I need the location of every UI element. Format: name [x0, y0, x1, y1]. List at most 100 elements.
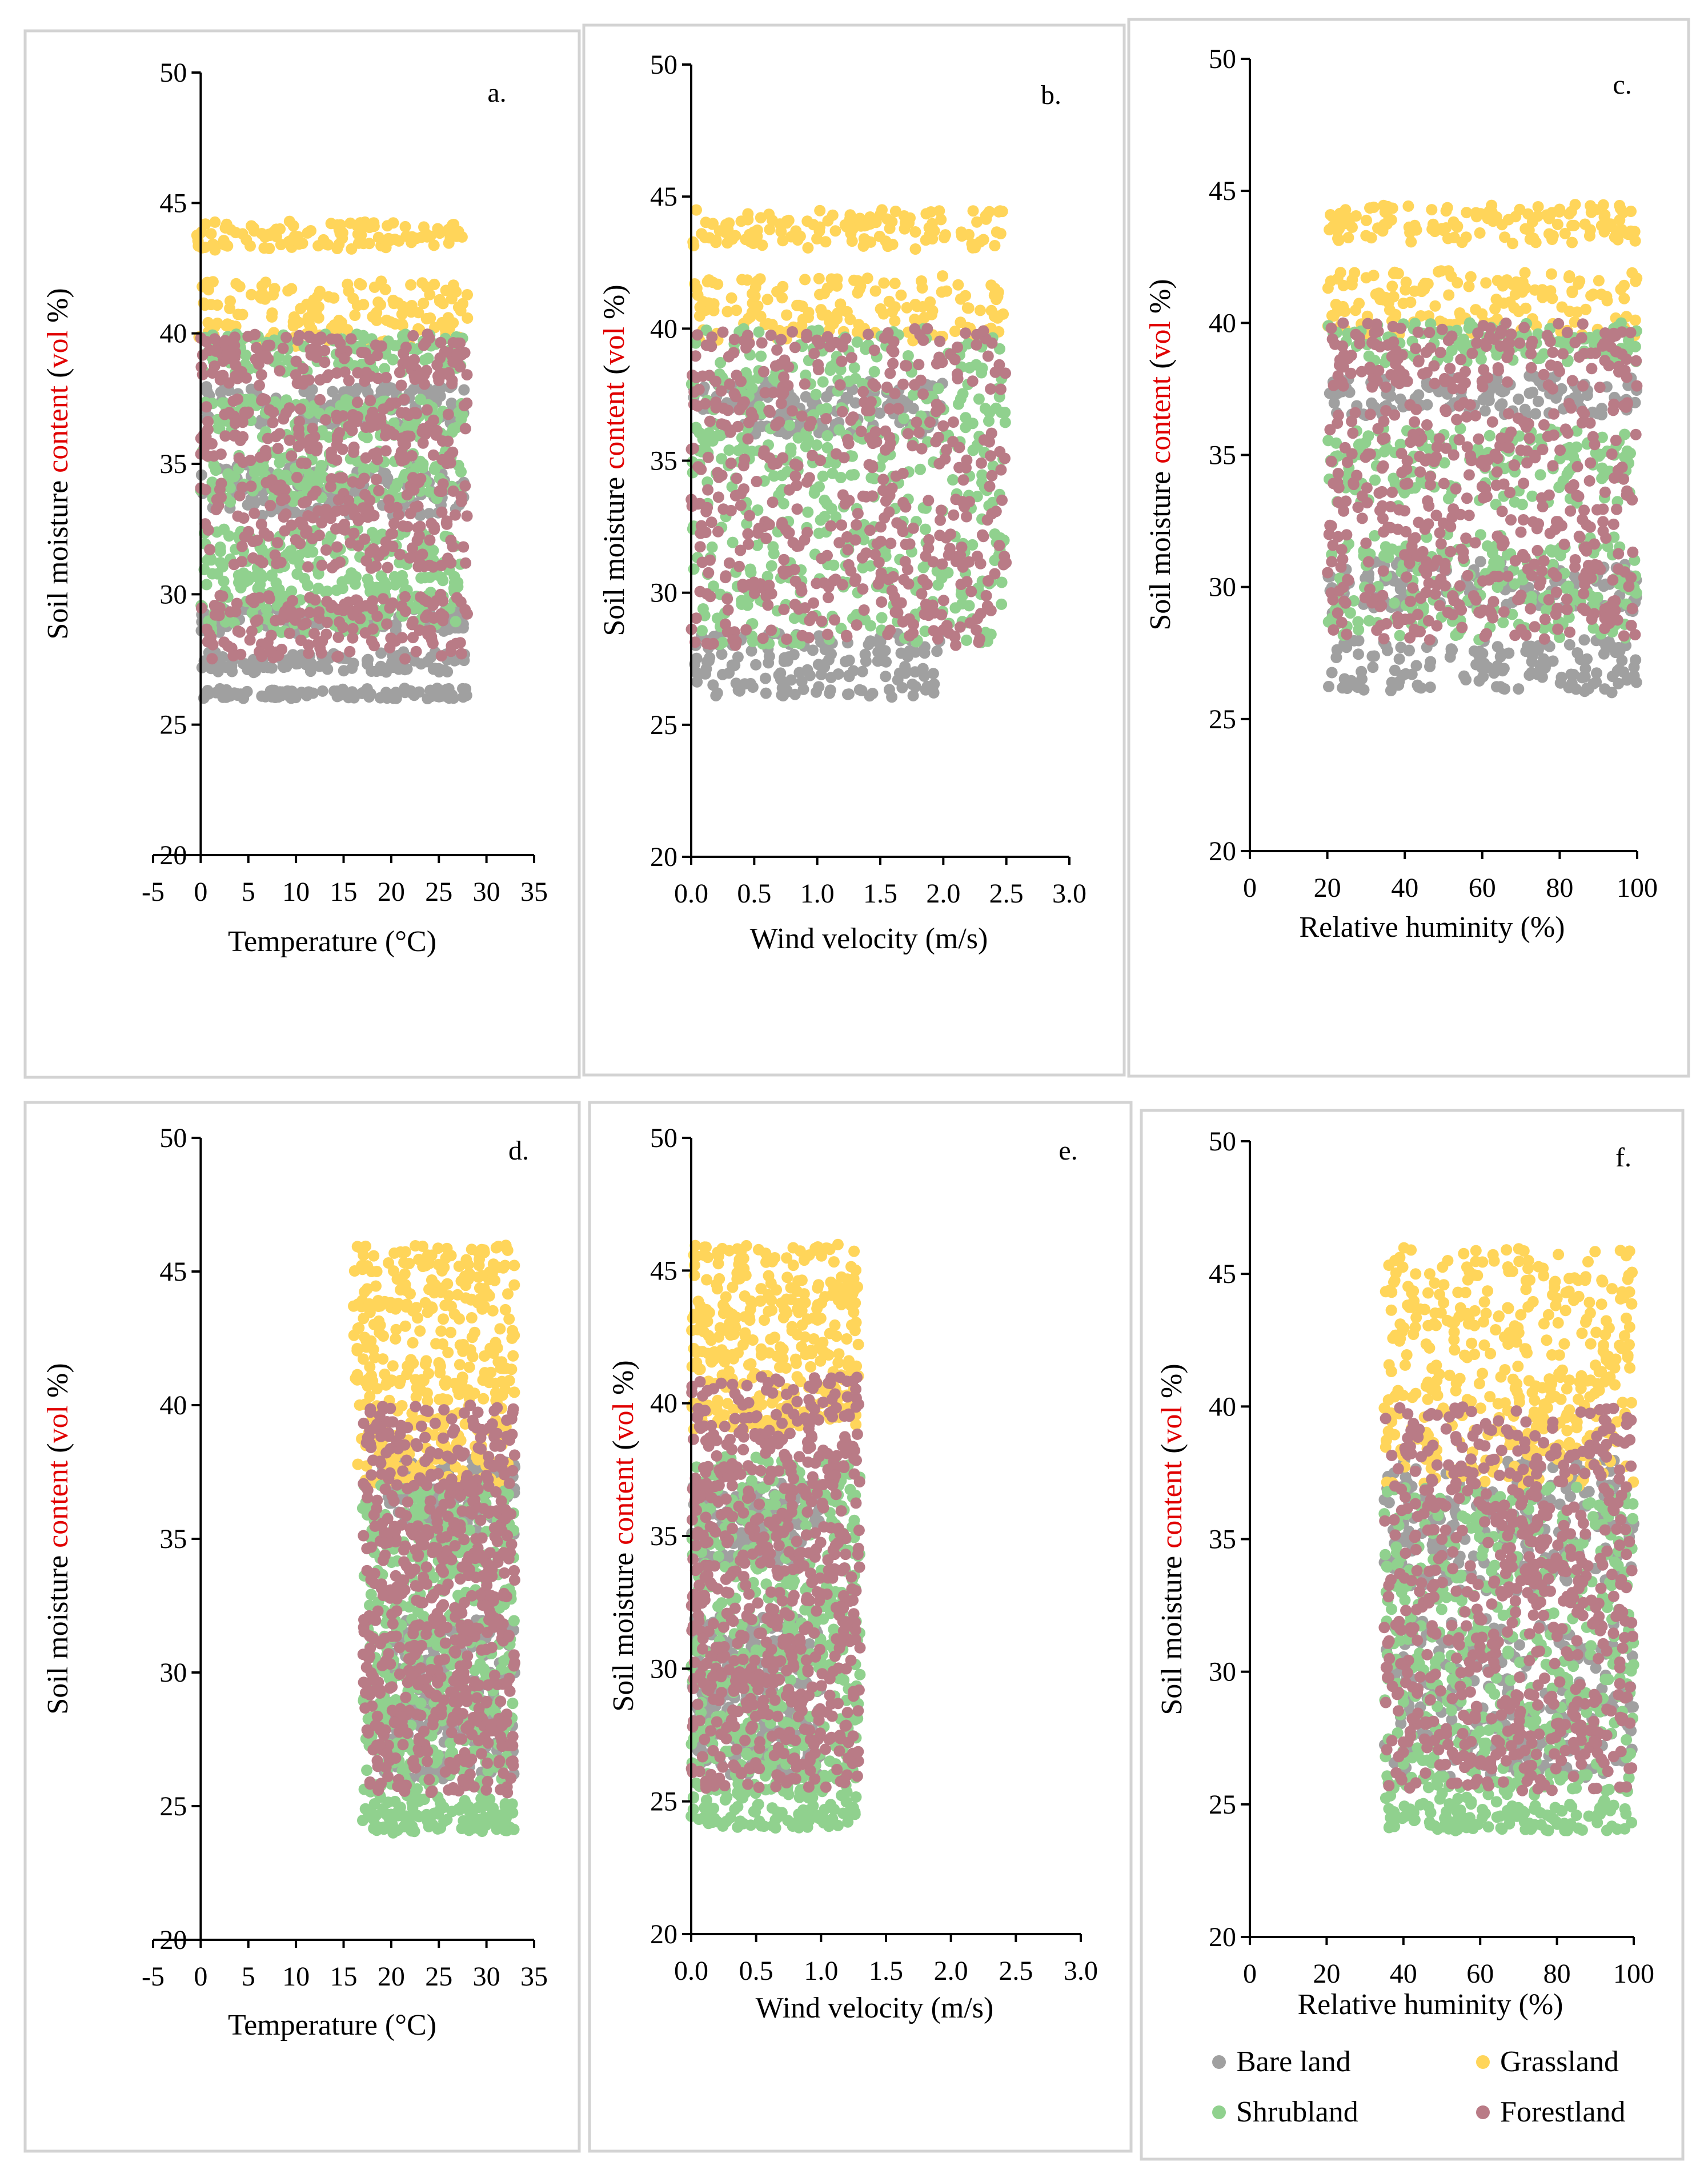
point-shrubland [1497, 616, 1509, 628]
point-bare_land [853, 684, 865, 696]
point-forestland [971, 339, 983, 351]
point-forestland [888, 591, 900, 603]
point-forestland [446, 378, 458, 390]
point-grassland [967, 242, 979, 254]
point-grassland [440, 284, 452, 296]
point-grassland [878, 277, 890, 289]
point-forestland [364, 395, 376, 407]
y-tick-label-b: 30 [650, 578, 677, 608]
point-forestland [301, 524, 313, 536]
point-grassland [861, 219, 872, 231]
point-forestland [901, 360, 912, 372]
point-forestland [728, 334, 740, 346]
point-bare_land [214, 660, 226, 672]
point-forestland [985, 604, 997, 616]
point-grassland [1350, 210, 1362, 222]
point-grassland [1440, 205, 1452, 217]
point-grassland [937, 270, 948, 282]
point-forestland [834, 379, 846, 391]
point-forestland [1407, 582, 1419, 594]
point-grassland [1532, 201, 1544, 212]
point-shrubland [868, 366, 880, 378]
point-forestland [313, 606, 325, 618]
point-grassland [1389, 266, 1401, 278]
point-forestland [434, 485, 446, 497]
point-forestland [704, 554, 716, 566]
point-forestland [694, 498, 706, 510]
point-forestland [260, 349, 271, 361]
point-shrubland [815, 514, 827, 526]
point-forestland [777, 387, 789, 399]
point-forestland [274, 365, 286, 377]
point-bare_land [824, 687, 836, 699]
point-shrubland [808, 487, 820, 499]
point-forestland [427, 449, 439, 461]
point-grassland [358, 299, 370, 311]
y-tick-label-b: 35 [650, 446, 677, 476]
point-grassland [1598, 211, 1610, 223]
point-grassland [1546, 207, 1558, 219]
point-forestland [913, 359, 925, 371]
x-tick-label-a: 15 [330, 877, 358, 907]
point-bare_land [363, 691, 375, 703]
x-tick-label-a: 25 [425, 877, 452, 907]
point-forestland [869, 548, 881, 560]
point-bare_land [1353, 648, 1364, 660]
point-forestland [394, 367, 406, 379]
point-forestland [410, 645, 422, 657]
point-forestland [821, 331, 833, 343]
point-grassland [991, 226, 1003, 238]
point-bare_land [812, 659, 824, 671]
x-tick-label-b: 1.5 [863, 879, 897, 909]
point-forestland [278, 413, 290, 425]
point-bare_land [1578, 634, 1590, 646]
point-forestland [449, 509, 461, 521]
point-forestland [759, 387, 771, 399]
point-forestland [422, 628, 434, 640]
panel-frame-d [23, 1101, 581, 2153]
point-bare_land [825, 672, 837, 683]
point-forestland [937, 595, 949, 607]
point-forestland [765, 624, 777, 636]
point-bare_land [843, 688, 855, 700]
panel-frame-c [1127, 18, 1690, 1078]
point-grassland [1470, 207, 1482, 219]
point-forestland [722, 404, 734, 416]
point-bare_land [1628, 670, 1640, 682]
point-forestland [808, 348, 820, 359]
point-grassland [687, 236, 699, 248]
point-grassland [802, 242, 814, 254]
point-forestland [791, 503, 803, 515]
point-shrubland [848, 362, 860, 374]
point-grassland [1474, 227, 1486, 239]
point-grassland [933, 205, 945, 217]
point-grassland [829, 225, 841, 237]
point-forestland [847, 411, 859, 423]
point-bare_land [739, 678, 751, 690]
point-bare_land [1341, 683, 1353, 694]
point-grassland [333, 314, 345, 326]
point-forestland [916, 443, 928, 455]
point-forestland [985, 383, 997, 395]
points-b [685, 204, 1012, 703]
point-forestland [262, 339, 274, 351]
point-forestland [721, 593, 733, 605]
point-forestland [239, 531, 251, 543]
point-forestland [461, 369, 473, 381]
point-forestland [803, 472, 815, 484]
point-grassland [318, 234, 330, 246]
x-tick-label-a: 20 [378, 877, 405, 907]
point-bare_land [1366, 650, 1378, 662]
point-forestland [354, 478, 366, 490]
point-grassland [741, 274, 753, 286]
point-bare_land [423, 508, 435, 520]
point-forestland [913, 427, 925, 438]
point-forestland [335, 522, 347, 534]
point-forestland [937, 420, 949, 432]
x-tick-label-b: 2.0 [926, 879, 960, 909]
point-grassland [996, 206, 1008, 218]
point-forestland [351, 396, 363, 408]
point-grassland [1556, 301, 1568, 313]
point-grassland [1332, 273, 1344, 285]
point-forestland [947, 416, 959, 428]
